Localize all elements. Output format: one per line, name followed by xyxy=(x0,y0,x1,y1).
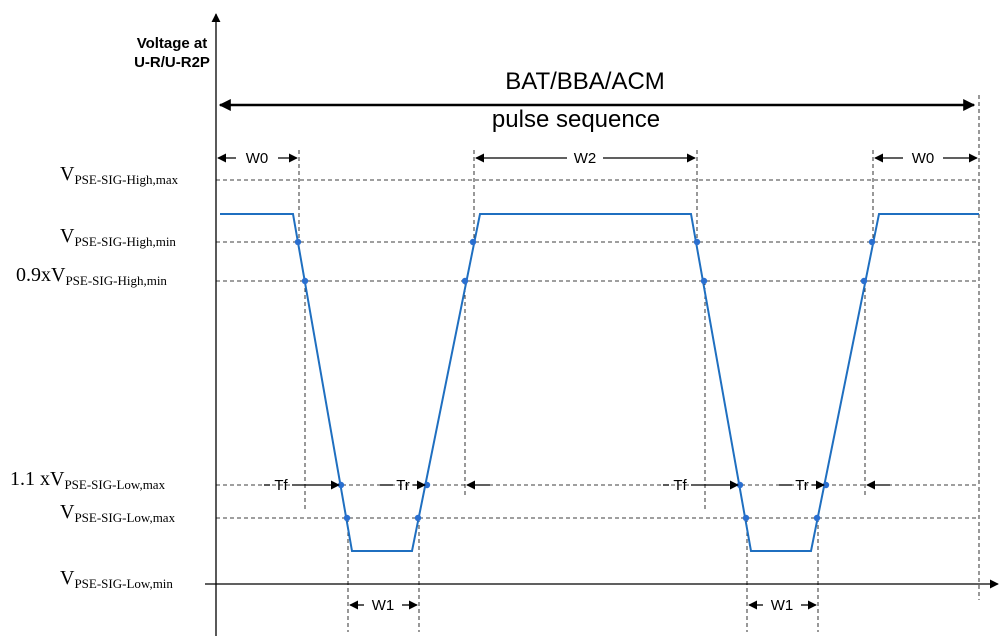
interval-tr-2: Tr xyxy=(779,477,890,494)
axes xyxy=(205,13,999,636)
tf-2-label: Tf xyxy=(673,477,687,494)
interval-tf-1: Tf xyxy=(264,477,340,494)
level-label-high-max: VPSE-SIG-High,max xyxy=(60,163,179,187)
interval-w1-2: W1 xyxy=(748,597,817,614)
level-label-high-min-09: 0.9xVPSE-SIG-High,min xyxy=(16,264,167,288)
w0-right-label: W0 xyxy=(912,150,935,167)
level-label-low-max: VPSE-SIG-Low,max xyxy=(60,501,176,525)
timing-lines xyxy=(298,95,980,632)
interval-tf-2: Tf xyxy=(663,477,739,494)
interval-w0-left: W0 xyxy=(217,150,298,167)
tr-2-label: Tr xyxy=(795,477,809,494)
interval-tr-1: Tr xyxy=(380,477,490,494)
y-axis-title-line1: Voltage at xyxy=(137,35,208,52)
pulse-waveform xyxy=(220,213,979,552)
interval-w0-right: W0 xyxy=(874,150,978,167)
interval-w2: W2 xyxy=(475,150,696,167)
level-label-high-min: VPSE-SIG-High,min xyxy=(60,225,176,249)
interval-w1-1: W1 xyxy=(349,597,418,614)
w2-label: W2 xyxy=(574,150,597,167)
crossing-markers xyxy=(294,238,876,522)
w1-1-label: W1 xyxy=(372,597,395,614)
level-label-low-max-11: 1.1 xVPSE-SIG-Low,max xyxy=(10,468,166,492)
sequence-title-line2: pulse sequence xyxy=(492,106,660,133)
w0-left-label: W0 xyxy=(246,150,269,167)
sequence-title-line1: BAT/BBA/ACM xyxy=(505,68,665,95)
tf-1-label: Tf xyxy=(274,477,288,494)
w1-2-label: W1 xyxy=(771,597,794,614)
level-lines xyxy=(216,179,978,519)
level-label-low-min: VPSE-SIG-Low,min xyxy=(60,567,173,591)
tr-1-label: Tr xyxy=(396,477,410,494)
y-axis-title-line2: U-R/U-R2P xyxy=(134,54,210,71)
